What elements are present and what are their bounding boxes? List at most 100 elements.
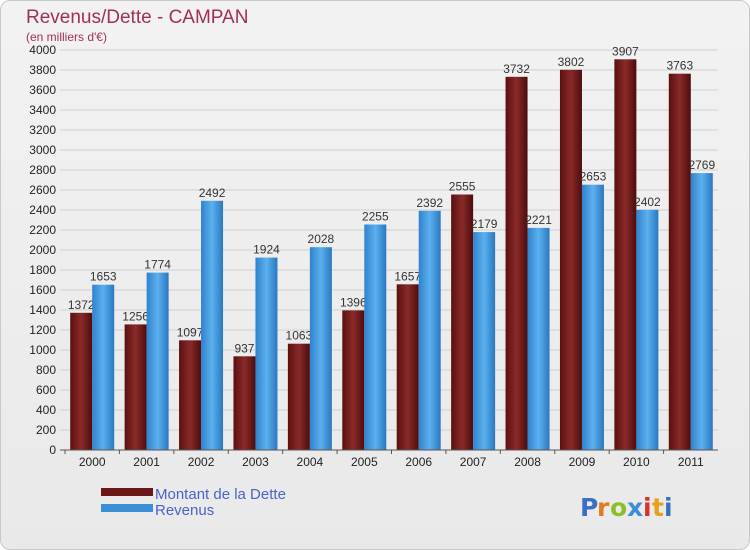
y-tick-label: 3400 bbox=[29, 103, 56, 117]
svg-text:x: x bbox=[627, 493, 643, 522]
x-tick-label: 2001 bbox=[133, 455, 160, 469]
y-tick-label: 3800 bbox=[29, 63, 56, 77]
y-tick-label: 1800 bbox=[29, 263, 56, 277]
data-label: 2769 bbox=[688, 158, 715, 172]
y-tick-label: 1000 bbox=[29, 343, 56, 357]
svg-text:t: t bbox=[652, 493, 664, 522]
data-label: 1657 bbox=[394, 269, 421, 283]
x-tick-label: 2009 bbox=[569, 455, 596, 469]
data-label: 3732 bbox=[503, 62, 530, 76]
legend-swatch-debt bbox=[101, 488, 153, 496]
x-axis: 2000 2001 2002 2003 2004 2005 2006 2007 2008 2009… bbox=[64, 450, 704, 469]
x-tick-label: 2008 bbox=[514, 455, 541, 469]
y-tick-label: 3200 bbox=[29, 123, 56, 137]
bar-dette bbox=[396, 284, 419, 450]
bar-revenus bbox=[581, 184, 604, 450]
bar-dette bbox=[70, 312, 93, 450]
bar-dette bbox=[124, 324, 147, 450]
data-label: 3763 bbox=[666, 59, 693, 73]
data-label: 2221 bbox=[525, 213, 552, 227]
bar-revenus bbox=[92, 284, 115, 450]
y-tick-label: 1400 bbox=[29, 303, 56, 317]
y-tick-label: 4000 bbox=[29, 43, 56, 57]
x-tick-label: 2007 bbox=[460, 455, 487, 469]
data-label: 2179 bbox=[471, 217, 498, 231]
y-tick-label: 400 bbox=[36, 403, 56, 417]
y-tick-label: 0 bbox=[49, 443, 56, 457]
bar-dette bbox=[233, 356, 256, 450]
bar-revenus bbox=[636, 209, 659, 450]
bar-revenus bbox=[527, 227, 550, 450]
data-label: 1256 bbox=[122, 309, 149, 323]
bar-dette bbox=[179, 340, 202, 450]
data-label: 1924 bbox=[253, 243, 280, 257]
data-label: 1774 bbox=[144, 258, 171, 272]
x-tick-label: 2010 bbox=[623, 455, 650, 469]
data-label: 2402 bbox=[634, 195, 661, 209]
legend-label-debt: Montant de la Dette bbox=[155, 486, 286, 503]
bar-revenus bbox=[364, 224, 387, 450]
x-tick-label: 2002 bbox=[188, 455, 215, 469]
bar-revenus bbox=[201, 200, 224, 450]
data-label: 1372 bbox=[68, 298, 95, 312]
legend: Montant de la Dette Revenus bbox=[101, 486, 286, 519]
y-tick-label: 3600 bbox=[29, 83, 56, 97]
y-tick-label: 1200 bbox=[29, 323, 56, 337]
data-label: 2492 bbox=[199, 186, 226, 200]
bar-dette bbox=[287, 343, 310, 450]
y-tick-label: 600 bbox=[36, 383, 56, 397]
legend-swatch-revenus bbox=[101, 504, 153, 512]
x-tick-label: 2004 bbox=[297, 455, 324, 469]
bar-dette bbox=[668, 73, 691, 450]
data-label: 2028 bbox=[308, 232, 335, 246]
legend-label-revenus: Revenus bbox=[155, 502, 214, 519]
svg-text:i: i bbox=[664, 493, 673, 522]
bars: 1372 1653 1256 1774 1097 2492 937 1924 1063 2028 1… bbox=[68, 44, 715, 451]
svg-text:r: r bbox=[597, 493, 610, 522]
data-label: 1063 bbox=[286, 329, 313, 343]
bar-revenus bbox=[255, 257, 278, 450]
bar-revenus bbox=[473, 232, 496, 450]
y-tick-label: 2800 bbox=[29, 163, 56, 177]
bar-dette bbox=[614, 59, 637, 451]
y-axis: 0 200 400 600 800 1000 1200 1400 1600 1800 2000 220… bbox=[29, 43, 56, 457]
y-tick-label: 3000 bbox=[29, 143, 56, 157]
bar-dette bbox=[505, 76, 528, 451]
y-tick-label: 2600 bbox=[29, 183, 56, 197]
y-tick-label: 800 bbox=[36, 363, 56, 377]
bar-revenus bbox=[309, 247, 332, 450]
svg-text:i: i bbox=[643, 493, 652, 522]
bar-dette bbox=[559, 69, 582, 451]
chart-title: Revenus/Dette - CAMPAN bbox=[26, 7, 248, 28]
x-tick-label: 2005 bbox=[351, 455, 378, 469]
chart-subtitle: (en milliers d'€) bbox=[26, 30, 107, 44]
x-tick-label: 2011 bbox=[678, 455, 704, 469]
data-label: 1097 bbox=[177, 325, 204, 339]
data-label: 2255 bbox=[362, 210, 389, 224]
svg-text:P: P bbox=[580, 493, 598, 522]
y-tick-label: 1600 bbox=[29, 283, 56, 297]
svg-text:o: o bbox=[610, 493, 627, 522]
data-label: 1653 bbox=[90, 270, 117, 284]
proxiti-logo: P r o x i t i bbox=[580, 493, 673, 522]
bar-revenus bbox=[690, 173, 713, 450]
x-tick-label: 2006 bbox=[405, 455, 432, 469]
y-tick-label: 2400 bbox=[29, 203, 56, 217]
x-tick-label: 2003 bbox=[242, 455, 269, 469]
data-label: 2555 bbox=[449, 180, 476, 194]
data-label: 1396 bbox=[340, 295, 367, 309]
data-label: 3907 bbox=[612, 44, 639, 58]
data-label: 937 bbox=[234, 341, 254, 355]
data-label: 2653 bbox=[580, 170, 607, 184]
y-tick-label: 2000 bbox=[29, 243, 56, 257]
bar-dette bbox=[451, 194, 474, 450]
bar-revenus bbox=[418, 210, 441, 450]
data-label: 2392 bbox=[416, 196, 443, 210]
bar-dette bbox=[342, 310, 365, 450]
y-tick-label: 2200 bbox=[29, 223, 56, 237]
data-label: 3802 bbox=[558, 55, 585, 69]
x-tick-label: 2000 bbox=[79, 455, 106, 469]
bar-revenus bbox=[146, 272, 169, 450]
y-tick-label: 200 bbox=[36, 423, 56, 437]
